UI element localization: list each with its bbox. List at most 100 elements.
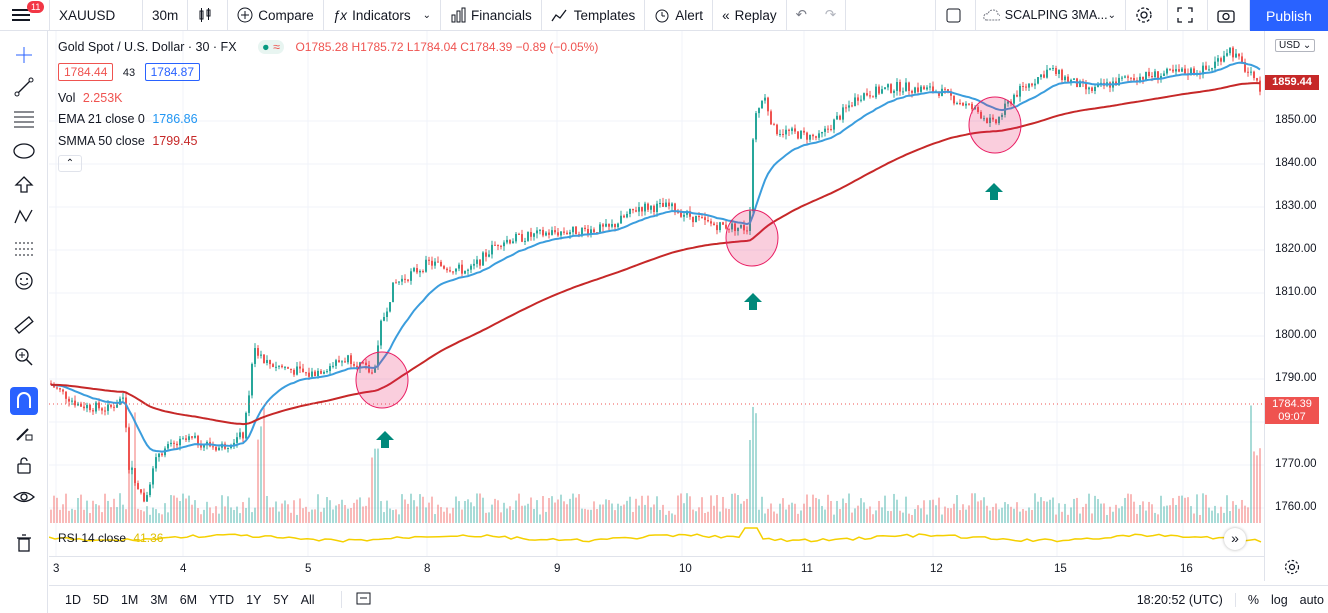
- chart-settings-button[interactable]: [1284, 559, 1300, 578]
- candle-body: [1133, 78, 1135, 81]
- interval-button[interactable]: 30m: [143, 0, 189, 31]
- shapes-icon[interactable]: [10, 137, 38, 165]
- candle-body: [353, 364, 355, 366]
- chevron-down-icon[interactable]: ⌄: [422, 9, 431, 21]
- pencil-lock-icon[interactable]: [10, 419, 38, 447]
- volume-bar: [872, 514, 874, 523]
- volume-bar: [812, 494, 814, 523]
- templates-button[interactable]: Templates: [542, 0, 646, 31]
- candle-body: [128, 427, 130, 470]
- candle-body: [755, 113, 757, 140]
- utc-clock[interactable]: 18:20:52 (UTC): [1137, 592, 1236, 607]
- range-button-1y[interactable]: 1Y: [246, 592, 262, 607]
- prediction-icon[interactable]: [10, 235, 38, 263]
- fullscreen-button[interactable]: [1168, 0, 1208, 31]
- volume-bar: [737, 494, 739, 523]
- snapshot-button[interactable]: [1208, 0, 1250, 31]
- log-toggle[interactable]: log: [1270, 592, 1288, 607]
- volume-bar: [170, 495, 172, 523]
- collapse-legend-button[interactable]: ⌃: [58, 155, 82, 172]
- indicators-button[interactable]: ƒx Indicators ⌄: [324, 0, 441, 31]
- publish-button[interactable]: Publish: [1250, 0, 1328, 31]
- candle-body: [989, 117, 991, 124]
- volume-bar: [1136, 513, 1138, 523]
- candle-body: [533, 233, 535, 237]
- fib-retracement-icon[interactable]: [10, 105, 38, 133]
- volume-bar: [887, 510, 889, 523]
- volume-bar: [935, 505, 937, 523]
- candle-body: [1148, 71, 1150, 77]
- magnet-icon[interactable]: [10, 387, 38, 415]
- volume-bar: [194, 500, 196, 523]
- candle-body: [866, 93, 868, 96]
- volume-bar: [557, 499, 559, 523]
- currency-select[interactable]: USD ⌄: [1275, 39, 1316, 52]
- volume-bar: [1088, 493, 1090, 523]
- time-axis-label: 12: [930, 563, 943, 575]
- symbol-search[interactable]: XAUUSD: [50, 0, 143, 31]
- candle-body: [869, 95, 871, 97]
- range-button-1d[interactable]: 1D: [65, 592, 81, 607]
- percent-toggle[interactable]: %: [1247, 592, 1259, 607]
- replay-button[interactable]: « Replay: [713, 0, 787, 31]
- range-button-5d[interactable]: 5D: [92, 592, 109, 607]
- range-button-6m[interactable]: 6M: [179, 592, 198, 607]
- settings-button[interactable]: [1126, 0, 1168, 31]
- volume-bar: [1211, 510, 1213, 523]
- lock-icon[interactable]: [10, 451, 38, 479]
- spread-value: 43: [122, 67, 136, 79]
- trash-icon[interactable]: [10, 529, 38, 557]
- range-button-3m[interactable]: 3M: [150, 592, 168, 607]
- volume-bar: [1142, 501, 1144, 523]
- range-button-ytd[interactable]: YTD: [209, 592, 235, 607]
- price-chart[interactable]: [49, 31, 1264, 556]
- zoom-in-icon[interactable]: [10, 343, 38, 371]
- volume-bar: [83, 509, 85, 523]
- candle-body: [998, 116, 1000, 124]
- layout-select-button[interactable]: [935, 0, 976, 31]
- candle-body: [551, 230, 553, 235]
- main-menu-button[interactable]: 11: [0, 0, 50, 31]
- scroll-to-realtime-button[interactable]: »: [1224, 528, 1246, 550]
- undo-button[interactable]: ↶: [795, 7, 807, 22]
- ema-label[interactable]: EMA 21 close 0: [58, 112, 145, 126]
- volume-bar: [617, 503, 619, 523]
- volume-bar: [188, 495, 190, 523]
- volume-bar: [122, 504, 124, 523]
- smma-label[interactable]: SMMA 50 close: [58, 134, 145, 148]
- financials-button[interactable]: Financials: [441, 0, 542, 31]
- range-button-1m[interactable]: 1M: [120, 592, 139, 607]
- crosshair-icon[interactable]: [10, 41, 38, 69]
- compare-button[interactable]: Compare: [228, 0, 324, 31]
- time-axis[interactable]: 3 4 5 8 9 10 11 12 15 16: [49, 556, 1264, 581]
- auto-toggle[interactable]: auto: [1299, 592, 1324, 607]
- entry-highlight-circle: [968, 96, 1022, 154]
- goto-date-button[interactable]: [340, 591, 372, 608]
- candle-body: [332, 365, 334, 367]
- bid-price[interactable]: 1784.44: [58, 63, 114, 81]
- alert-button[interactable]: Alert: [645, 0, 714, 31]
- symbol-title[interactable]: Gold Spot / U.S. Dollar · 30 · FX: [58, 40, 237, 54]
- candle-body: [1169, 68, 1171, 70]
- price-axis[interactable]: USD ⌄ 1850.00 1840.00 1830.00 1820.00 1810.0…: [1264, 31, 1328, 581]
- eye-icon[interactable]: [10, 483, 38, 511]
- ruler-icon[interactable]: [10, 311, 38, 339]
- trend-line-icon[interactable]: [10, 73, 38, 101]
- candle-body: [230, 446, 232, 448]
- ask-price[interactable]: 1784.87: [144, 63, 200, 81]
- range-button-5y[interactable]: 5Y: [273, 592, 289, 607]
- chart-type-button[interactable]: [188, 0, 229, 31]
- pattern-icon[interactable]: [10, 203, 38, 231]
- volume-bar: [662, 504, 664, 523]
- smiley-icon[interactable]: [10, 267, 38, 295]
- range-button-all[interactable]: All: [300, 592, 315, 607]
- layout-name-button[interactable]: SCALPING 3MA... ⌄: [976, 0, 1126, 31]
- volume-label[interactable]: Vol: [58, 91, 76, 105]
- rsi-label[interactable]: RSI 14 close: [58, 531, 127, 545]
- volume-bar: [926, 514, 928, 523]
- redo-button[interactable]: ↷: [816, 0, 847, 31]
- chart-pane[interactable]: Gold Spot / U.S. Dollar · 30 · FX ● ≈ O1…: [49, 31, 1264, 581]
- candle-body: [113, 406, 115, 408]
- candle-body: [62, 389, 64, 392]
- arrow-up-outline-icon[interactable]: [10, 171, 38, 199]
